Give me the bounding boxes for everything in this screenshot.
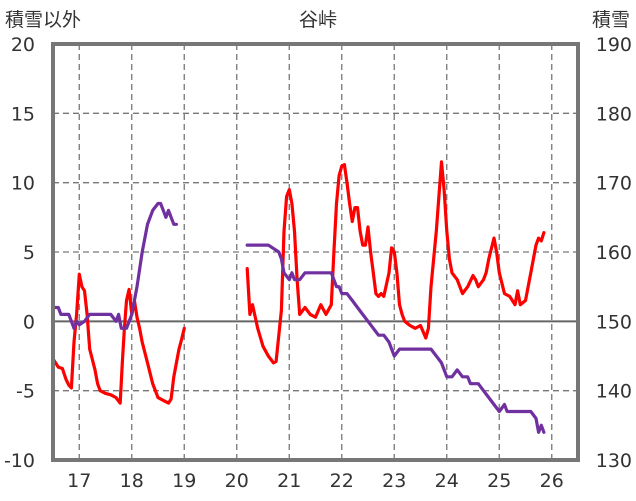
series-right-line xyxy=(245,243,546,434)
x-tick-label: 17 xyxy=(67,470,91,492)
plot-border xyxy=(51,42,580,462)
right-tick-label: 190 xyxy=(596,34,632,56)
right-tick-label: 150 xyxy=(596,311,632,333)
right-tick-label: 140 xyxy=(596,381,632,403)
left-tick-label: -5 xyxy=(16,381,35,403)
x-tick-label: 26 xyxy=(540,470,564,492)
series-right-line xyxy=(51,201,178,330)
x-tick-label: 24 xyxy=(435,470,459,492)
right-tick-label: 180 xyxy=(596,103,632,125)
left-tick-label: 5 xyxy=(23,242,35,264)
x-tick-label: 22 xyxy=(330,470,354,492)
left-axis-title: 積雪以外 xyxy=(5,9,81,31)
right-tick-label: 170 xyxy=(596,173,632,195)
left-tick-label: 10 xyxy=(11,173,35,195)
right-tick-label: 160 xyxy=(596,242,632,264)
left-tick-label: 15 xyxy=(11,103,35,125)
x-tick-label: 25 xyxy=(487,470,511,492)
x-tick-label: 19 xyxy=(172,470,196,492)
x-tick-label: 20 xyxy=(225,470,249,492)
left-tick-labels: 20 15 10 5 0 -5 -10 xyxy=(4,34,35,472)
left-tick-label: 20 xyxy=(11,34,35,56)
left-tick-label: 0 xyxy=(23,311,35,333)
x-tick-label: 21 xyxy=(277,470,301,492)
right-axis-title: 積雪 xyxy=(592,9,630,31)
left-tick-label: -10 xyxy=(4,450,35,472)
series-layer xyxy=(51,160,546,434)
gridlines xyxy=(53,44,578,460)
plot-frame xyxy=(51,42,580,462)
right-tick-labels: 190 180 170 160 150 140 130 xyxy=(596,34,632,472)
right-tick-label: 130 xyxy=(596,450,632,472)
x-tick-label: 23 xyxy=(382,470,406,492)
chart-title: 谷峠 xyxy=(299,9,337,31)
x-tick-label: 18 xyxy=(120,470,144,492)
x-tick-labels: 17 18 19 20 21 22 23 24 25 26 xyxy=(67,470,564,492)
